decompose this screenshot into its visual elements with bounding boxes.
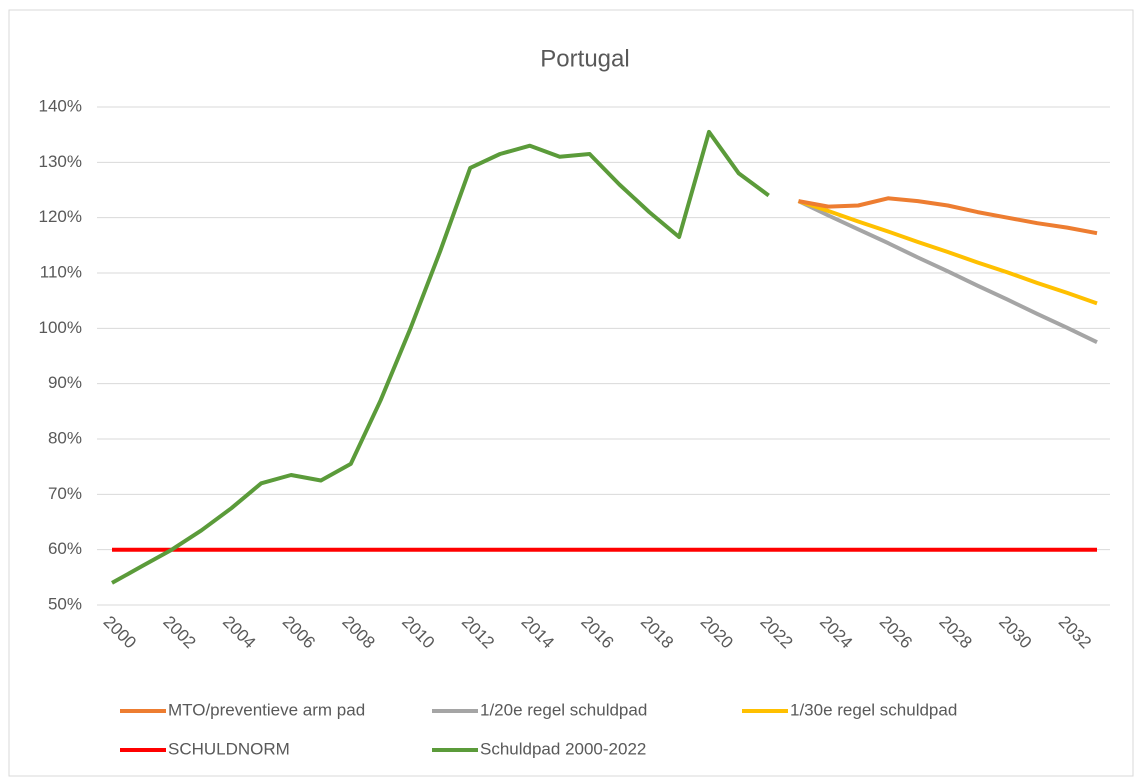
y-tick-label: 90% xyxy=(48,373,82,392)
legend-label: SCHULDNORM xyxy=(168,739,290,758)
legend-label: 1/30e regel schuldpad xyxy=(790,700,957,719)
series-line xyxy=(111,129,770,585)
series-line xyxy=(797,199,1098,345)
series-line xyxy=(797,199,1098,306)
y-tick-label: 100% xyxy=(39,318,82,337)
legend-label: 1/20e regel schuldpad xyxy=(480,700,647,719)
y-tick-label: 120% xyxy=(39,207,82,226)
y-tick-label: 50% xyxy=(48,594,82,613)
y-tick-label: 80% xyxy=(48,428,82,447)
y-tick-label: 140% xyxy=(39,96,82,115)
chart-title: Portugal xyxy=(540,45,629,72)
chart-frame xyxy=(8,9,1134,777)
y-tick-label: 70% xyxy=(48,484,82,503)
legend-label: MTO/preventieve arm pad xyxy=(168,700,365,719)
y-tick-label: 130% xyxy=(39,152,82,171)
y-tick-label: 60% xyxy=(48,539,82,558)
legend-label: Schuldpad 2000-2022 xyxy=(480,739,646,758)
series-line xyxy=(798,196,1098,236)
y-tick-label: 110% xyxy=(40,262,82,281)
